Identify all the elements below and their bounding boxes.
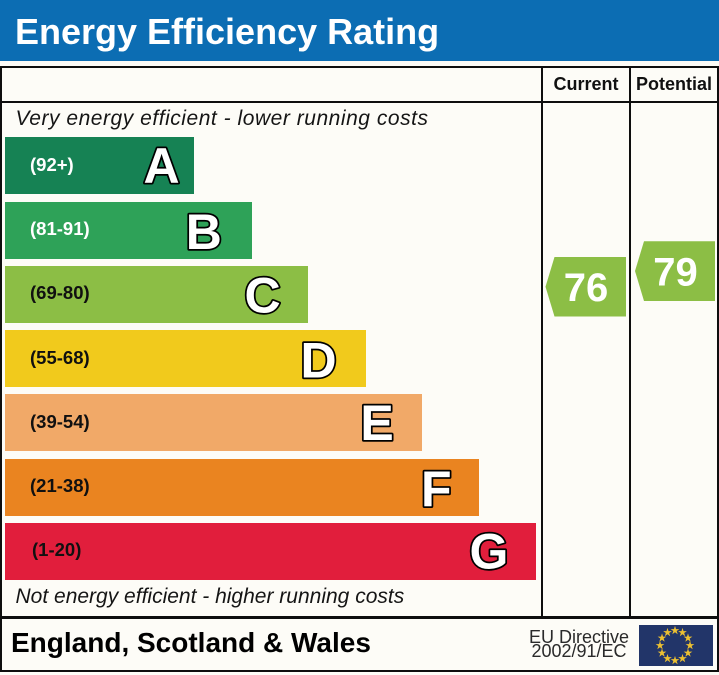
svg-text:76: 76 (564, 266, 609, 310)
svg-text:B: B (186, 204, 222, 260)
svg-text:F: F (421, 461, 452, 517)
svg-text:A: A (143, 138, 179, 194)
svg-text:G: G (470, 524, 509, 580)
svg-text:D: D (300, 332, 336, 388)
svg-text:E: E (360, 395, 393, 451)
svg-text:79: 79 (653, 250, 698, 294)
svg-text:C: C (244, 268, 280, 324)
